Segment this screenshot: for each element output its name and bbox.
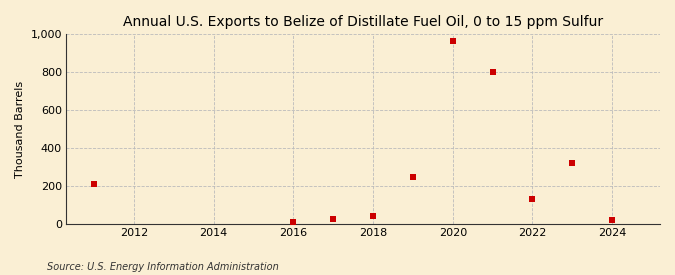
Text: Source: U.S. Energy Information Administration: Source: U.S. Energy Information Administ… bbox=[47, 262, 279, 272]
Point bbox=[448, 39, 458, 43]
Point bbox=[607, 218, 618, 222]
Y-axis label: Thousand Barrels: Thousand Barrels bbox=[15, 81, 25, 178]
Point bbox=[328, 217, 339, 221]
Point bbox=[567, 161, 578, 165]
Point bbox=[368, 214, 379, 218]
Point bbox=[487, 70, 498, 75]
Point bbox=[88, 182, 99, 186]
Title: Annual U.S. Exports to Belize of Distillate Fuel Oil, 0 to 15 ppm Sulfur: Annual U.S. Exports to Belize of Distill… bbox=[123, 15, 603, 29]
Point bbox=[527, 197, 538, 201]
Point bbox=[408, 175, 418, 179]
Point bbox=[288, 220, 299, 224]
